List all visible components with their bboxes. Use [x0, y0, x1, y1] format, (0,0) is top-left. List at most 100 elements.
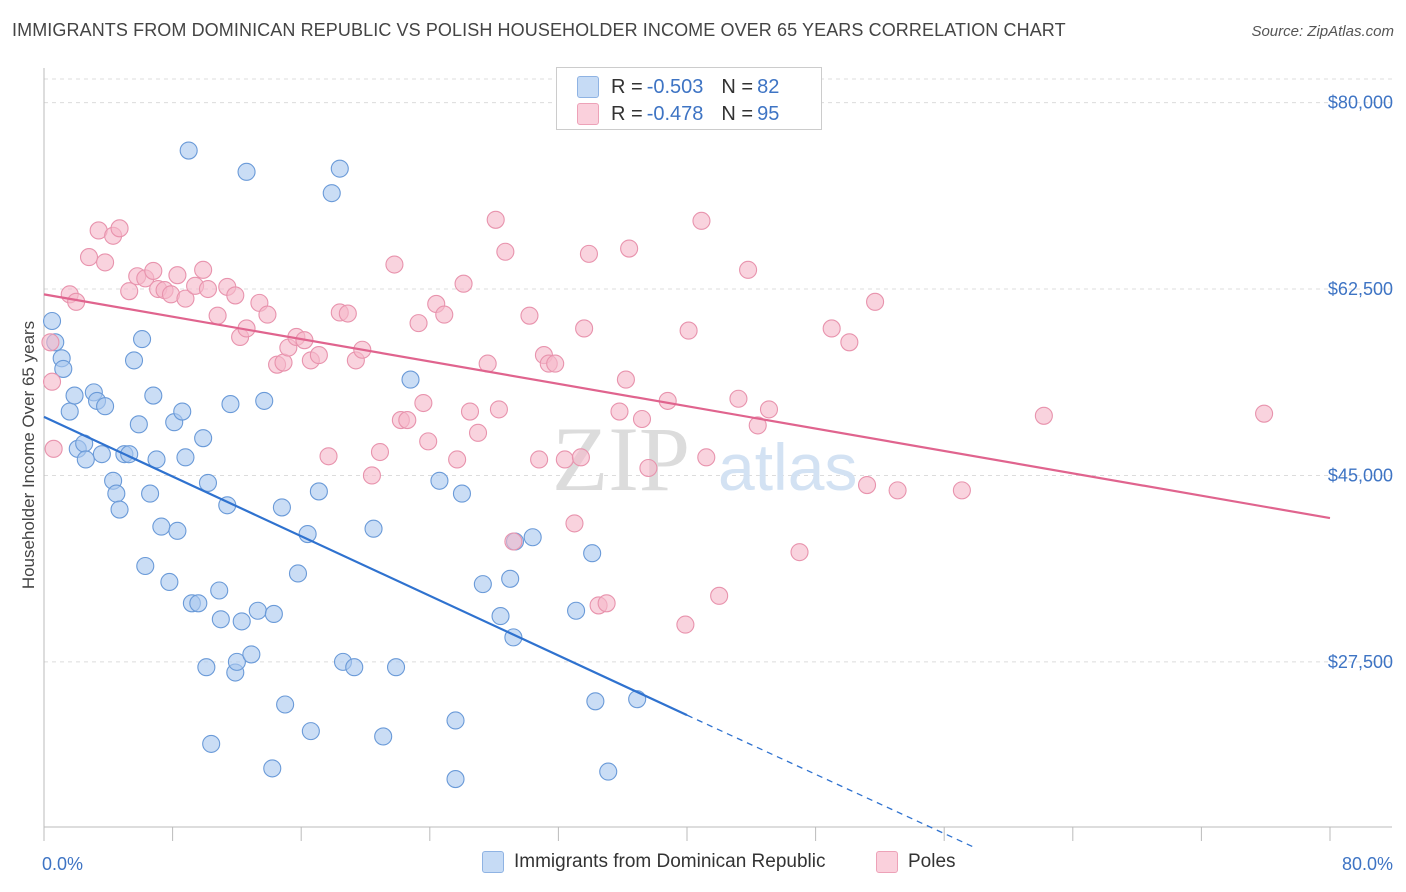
poles-point — [198, 279, 218, 299]
poles-point — [692, 211, 711, 230]
poles-point — [120, 282, 139, 301]
poles-point — [748, 416, 767, 435]
n-value: 95 — [757, 102, 780, 125]
stats-swatch-dominican — [577, 76, 599, 98]
dominican-point — [386, 658, 406, 677]
dominican-point — [210, 581, 229, 600]
dominican-point — [107, 484, 126, 503]
r-value: -0.478 — [646, 102, 704, 125]
x-tick-label: 80.0% — [1342, 854, 1393, 874]
axes — [43, 68, 1392, 841]
poles-point — [759, 400, 779, 419]
poles-point — [555, 450, 574, 469]
poles-point — [697, 448, 716, 467]
poles-point — [571, 448, 590, 467]
dominican-point — [599, 762, 618, 781]
dominican-point — [430, 471, 449, 490]
y-tick-label: $80,000 — [1328, 93, 1393, 113]
poles-point — [489, 400, 508, 419]
dominican-point — [288, 564, 308, 583]
n-label: N = — [721, 75, 754, 98]
poles-point — [409, 314, 428, 333]
watermark: ZIP atlas — [552, 408, 857, 510]
poles-point — [168, 266, 187, 285]
dominican-point — [124, 351, 144, 370]
poles-point — [1255, 404, 1274, 423]
stats-row-dominican: R = -0.503 N = 82 — [577, 74, 779, 100]
legend-item-dominican[interactable]: Immigrants from Dominican Republic — [482, 851, 826, 873]
poles-point — [41, 333, 60, 352]
legend-label-dominican: Immigrants from Dominican Republic — [514, 851, 826, 872]
n-value: 82 — [757, 75, 780, 98]
poles-point — [448, 450, 467, 469]
dominican-point — [197, 658, 216, 677]
dominican-point — [237, 162, 256, 181]
dominican-point — [194, 429, 213, 448]
y-tick-labels: $27,500 $45,000 $62,500 $80,000 — [1328, 93, 1393, 672]
poles-point — [79, 248, 99, 267]
dominican-point — [179, 141, 198, 160]
dominican-point — [65, 386, 84, 405]
dominican-point — [232, 612, 251, 631]
y-tick-label: $45,000 — [1328, 465, 1393, 485]
poles-point — [676, 615, 695, 634]
watermark-atlas: atlas — [718, 430, 857, 504]
poles-point — [110, 219, 129, 238]
poles-point — [208, 306, 227, 325]
poles-point — [888, 481, 907, 500]
poles-point — [866, 292, 885, 311]
legend-swatch-dominican — [482, 851, 504, 873]
dominican-point — [446, 770, 465, 789]
dominican-point — [60, 402, 79, 421]
legend-item-poles[interactable]: Poles — [876, 851, 956, 873]
y-tick-label: $62,500 — [1328, 279, 1393, 299]
stats-swatch-poles — [577, 103, 599, 125]
legend-label-poles: Poles — [908, 851, 956, 872]
poles-point — [144, 261, 163, 280]
dominican-point — [309, 482, 328, 501]
y-axis-label: Householder Income Over 65 years — [19, 321, 38, 589]
poles-point — [194, 260, 213, 279]
dominican-point — [96, 397, 115, 416]
dominican-point — [567, 601, 586, 620]
poles-point — [632, 409, 652, 429]
dominican-point — [202, 734, 221, 753]
dominican-point — [136, 556, 155, 576]
dominican-point — [110, 500, 129, 519]
poles-point — [597, 594, 616, 613]
dominican-point — [176, 448, 195, 467]
dominican-point — [141, 484, 160, 503]
poles-point — [96, 253, 115, 272]
dominican-point — [76, 450, 95, 469]
dominican-point — [364, 519, 383, 538]
poles-point — [520, 306, 539, 325]
poles-point — [226, 286, 245, 305]
dominican-point — [144, 386, 163, 405]
dominican-point — [473, 575, 492, 594]
dominican-point — [501, 569, 520, 588]
poles-point — [790, 543, 809, 562]
dominican-point — [255, 391, 274, 410]
poles-point — [1034, 406, 1053, 425]
dominican-point — [189, 594, 208, 613]
poles-point — [319, 447, 338, 466]
dominican-trend-line — [43, 415, 688, 717]
series-poles-points — [41, 210, 1274, 634]
poles-point — [338, 304, 357, 323]
stats-row-poles: R = -0.478 N = 95 — [577, 101, 779, 127]
dominican-point — [491, 607, 510, 626]
poles-point — [710, 586, 729, 605]
poles-point — [579, 244, 598, 263]
poles-point — [565, 514, 584, 533]
stats-legend: R = -0.503 N = 82 R = -0.478 N = 95 — [556, 67, 822, 130]
dominican-point — [586, 692, 605, 711]
x-tick-labels: 0.0% 80.0% — [42, 854, 1393, 874]
dominican-point — [152, 517, 171, 536]
dominican-point — [133, 330, 152, 349]
r-label: R = — [611, 75, 643, 98]
source-label: Source: ZipAtlas.com — [1251, 23, 1394, 40]
dominican-trend-extension — [686, 714, 977, 849]
poles-point — [362, 466, 381, 485]
dominican-point — [198, 473, 218, 492]
